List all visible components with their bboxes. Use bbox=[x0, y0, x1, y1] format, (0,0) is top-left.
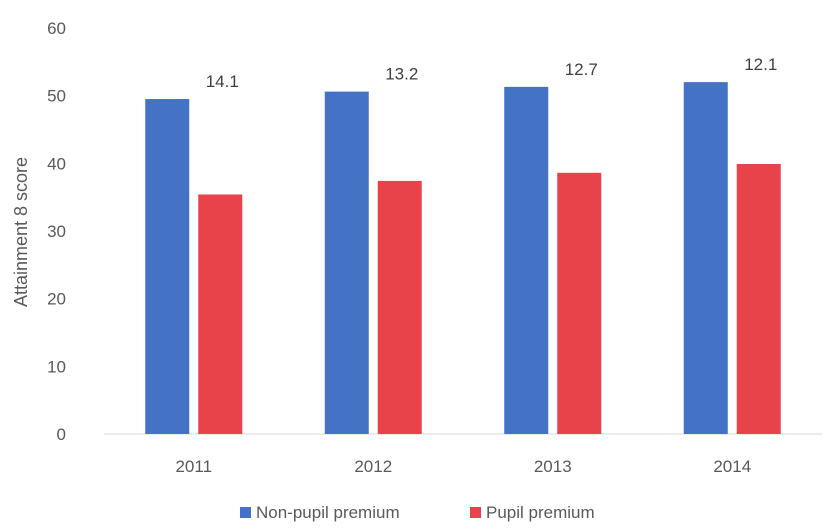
data-labels: 14.1 13.2 12.7 12.1 bbox=[206, 55, 778, 91]
bar-non-pupil-premium bbox=[504, 86, 549, 435]
bar-non-pupil-premium bbox=[145, 99, 190, 435]
bars bbox=[145, 82, 781, 435]
x-tick-label: 2014 bbox=[713, 457, 751, 476]
bar-pupil-premium bbox=[736, 164, 781, 434]
x-tick-label: 2011 bbox=[175, 457, 212, 476]
y-tick-label: 40 bbox=[47, 154, 66, 173]
gap-data-label: 12.1 bbox=[744, 55, 777, 74]
x-axis-ticks: 2011 2012 2013 2014 bbox=[175, 457, 751, 476]
legend-label: Pupil premium bbox=[486, 503, 595, 522]
bar-non-pupil-premium bbox=[324, 91, 369, 435]
legend-label: Non-pupil premium bbox=[256, 503, 400, 522]
legend-swatch bbox=[240, 507, 251, 518]
y-tick-label: 60 bbox=[47, 19, 66, 38]
gap-data-label: 14.1 bbox=[206, 72, 239, 91]
y-tick-label: 10 bbox=[47, 357, 66, 376]
gap-data-label: 13.2 bbox=[385, 65, 418, 84]
y-tick-label: 0 bbox=[57, 425, 66, 444]
bar-non-pupil-premium bbox=[683, 82, 728, 434]
y-axis-ticks: 0 10 20 30 40 50 60 bbox=[47, 19, 66, 444]
legend: Non-pupil premium Pupil premium bbox=[240, 503, 595, 522]
bar-pupil-premium bbox=[377, 180, 422, 434]
bar-pupil-premium bbox=[557, 172, 602, 434]
y-tick-label: 50 bbox=[47, 87, 66, 106]
x-tick-label: 2012 bbox=[354, 457, 392, 476]
y-axis-label: Attainment 8 score bbox=[11, 157, 31, 307]
legend-swatch bbox=[470, 507, 481, 518]
gap-data-label: 12.7 bbox=[565, 60, 598, 79]
y-tick-label: 20 bbox=[47, 290, 66, 309]
x-tick-label: 2013 bbox=[534, 457, 572, 476]
bar-pupil-premium bbox=[198, 194, 243, 434]
y-tick-label: 30 bbox=[47, 222, 66, 241]
